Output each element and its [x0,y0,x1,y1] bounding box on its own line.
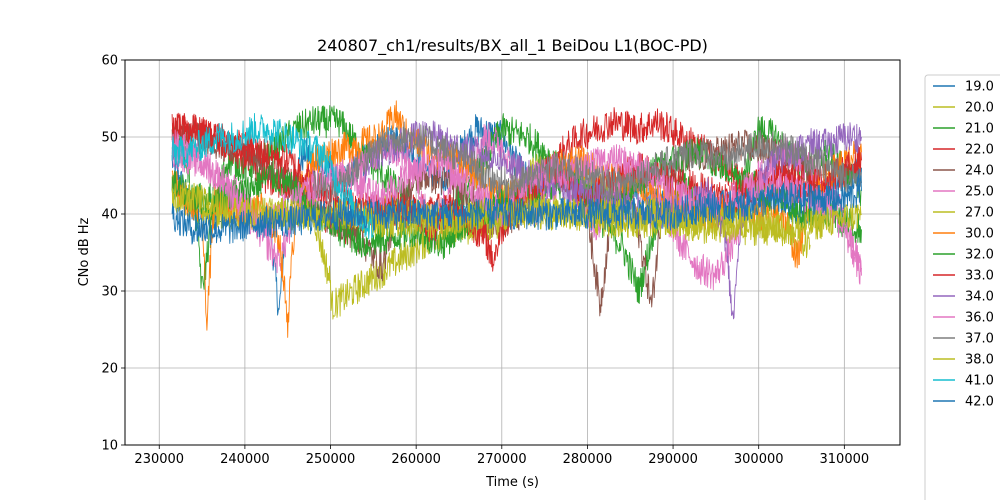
legend-label: 20.0 [965,101,994,116]
series-layer [171,100,862,338]
x-tick-label: 310000 [820,452,870,467]
series-line-42-0 [171,175,862,245]
legend-label: 37.0 [965,332,994,347]
legend-label: 42.0 [965,395,994,410]
chart-title: 240807_ch1/results/BX_all_1 BeiDou L1(BO… [317,36,708,56]
y-axis: 10 20 30 40 50 60 [101,54,125,454]
legend-label: 41.0 [965,374,994,389]
legend-label: 19.0 [965,80,994,95]
x-tick-label: 290000 [648,452,698,467]
legend-label: 25.0 [965,185,994,200]
x-axis-label: Time (s) [485,475,539,490]
y-axis-label: CNo dB Hz [77,217,92,286]
legend-label: 27.0 [965,206,994,221]
y-tick-label: 30 [101,285,118,300]
legend-label: 34.0 [965,290,994,305]
legend-label: 30.0 [965,227,994,242]
x-tick-label: 260000 [391,452,441,467]
x-tick-label: 280000 [563,452,613,467]
legend-label: 21.0 [965,122,994,137]
x-axis: 230000 240000 250000 260000 270000 280000 2900… [134,445,869,467]
series-line-37-0 [312,121,862,206]
series-line-41-0 [171,113,374,240]
y-tick-label: 50 [101,131,118,146]
legend-label: 22.0 [965,143,994,158]
legend-label: 36.0 [965,311,994,326]
y-tick-label: 10 [101,439,118,454]
legend-label: 24.0 [965,164,994,179]
x-tick-label: 240000 [220,452,270,467]
y-tick-label: 60 [101,54,118,69]
y-tick-label: 40 [101,208,118,223]
legend-label: 38.0 [965,353,994,368]
legend: 19.0 20.0 21.0 22.0 24.0 25.0 27.0 30.0 32.0 33.0… [924,74,1000,500]
y-tick-label: 20 [101,362,118,377]
x-tick-label: 250000 [306,452,356,467]
legend-box [924,74,1000,500]
legend-label: 33.0 [965,269,994,284]
legend-label: 32.0 [965,248,994,263]
x-tick-label: 300000 [734,452,784,467]
x-tick-label: 230000 [134,452,184,467]
x-tick-label: 270000 [477,452,527,467]
plot-frame [124,59,901,446]
